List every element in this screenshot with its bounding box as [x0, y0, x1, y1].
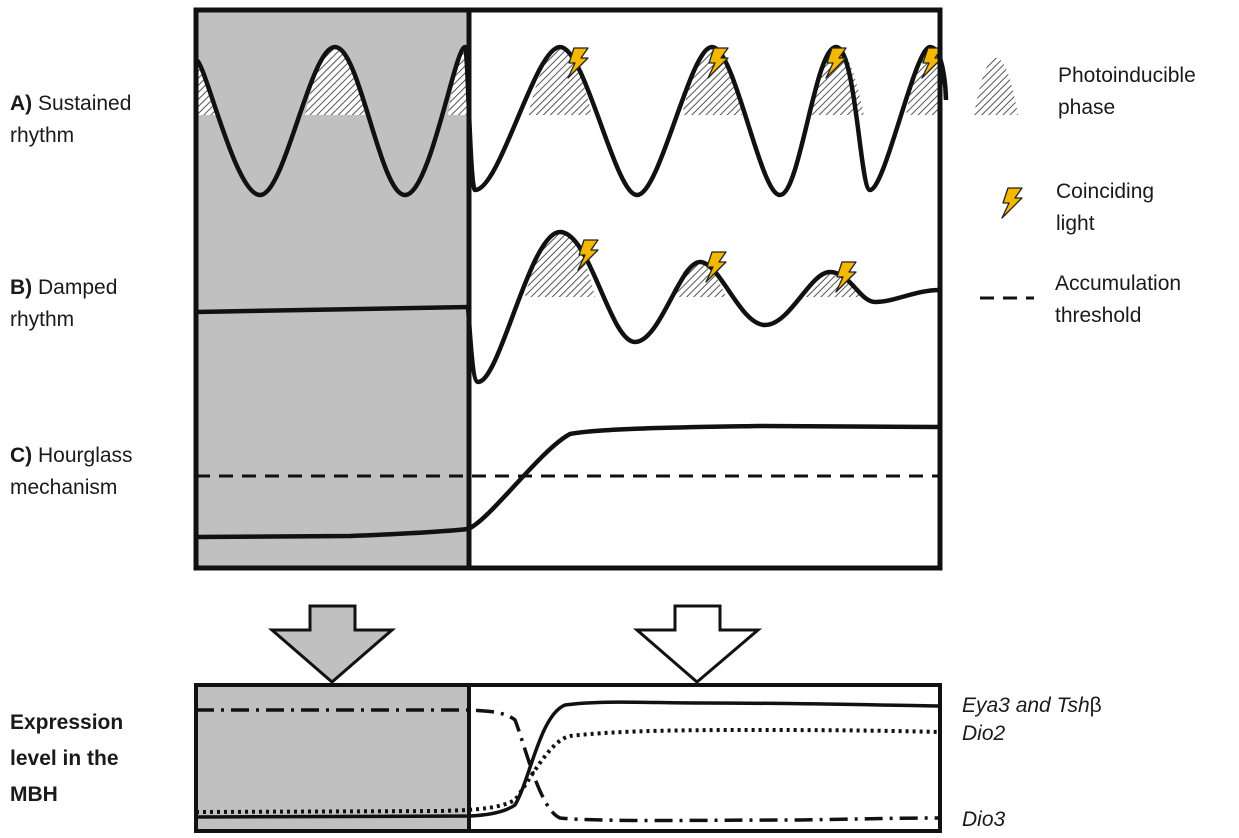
hourglass-curve	[195, 423, 941, 540]
accumulation-threshold-legend-text: Accumulation threshold	[1055, 272, 1182, 327]
down-arrow-light	[632, 604, 763, 684]
row-c-label: C) Hourglass mechanism	[10, 444, 133, 499]
dio2-curve	[195, 727, 941, 814]
down-arrow-dark	[267, 604, 397, 684]
sustained-rhythm-curve	[193, 44, 949, 198]
coinciding-light-legend-text: Coinciding light	[1056, 180, 1155, 235]
eya3-tshb-curve	[195, 700, 941, 819]
photoinducible-legend-icon	[974, 58, 1018, 115]
expression-light-panel	[469, 685, 940, 831]
expression-label: Expression level in the MBH	[10, 711, 124, 806]
row-b-label: B) Damped rhythm	[10, 276, 118, 331]
eya3-tshb-label: Eya3 and Tshβ	[962, 694, 1102, 717]
dio3-label: Dio3	[962, 808, 1006, 831]
dio3-curve	[196, 708, 941, 823]
dio2-label: Dio2	[962, 722, 1006, 745]
row-a-label: A) Sustained rhythm	[10, 92, 132, 147]
photoinducible-legend-text: Photoinducible phase	[1058, 64, 1196, 119]
coinciding-light-legend-icon	[1001, 187, 1023, 219]
